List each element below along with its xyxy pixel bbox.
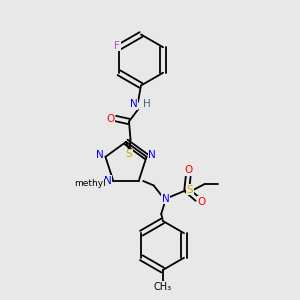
Text: F: F: [115, 41, 120, 51]
Text: S: S: [186, 185, 193, 195]
Text: O: O: [198, 197, 206, 207]
Text: S: S: [126, 149, 132, 160]
Text: O: O: [106, 113, 114, 124]
Text: methyl: methyl: [74, 179, 106, 188]
Text: N: N: [162, 194, 170, 204]
Text: N: N: [104, 176, 112, 186]
Text: N: N: [130, 99, 137, 110]
Text: N: N: [148, 150, 156, 160]
Text: H: H: [143, 99, 151, 110]
Text: CH₃: CH₃: [154, 282, 172, 292]
Text: O: O: [184, 166, 192, 176]
Text: N: N: [96, 150, 104, 160]
